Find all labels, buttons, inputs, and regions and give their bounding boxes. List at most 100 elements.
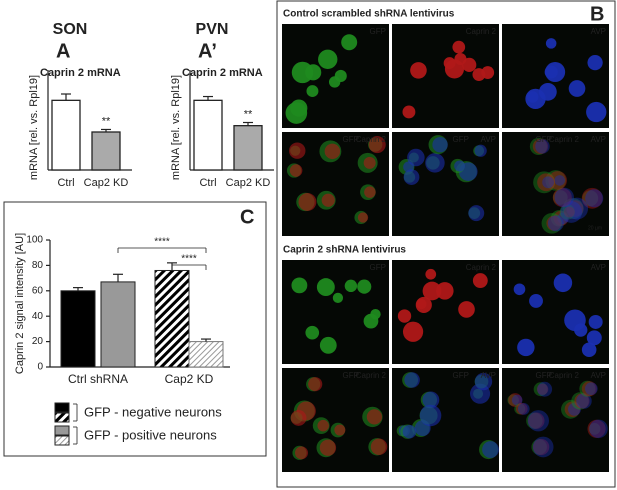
channel-label: AVP xyxy=(591,135,606,144)
cell xyxy=(581,187,603,209)
cell xyxy=(511,394,523,406)
x-tick-label: Ctrl shRNA xyxy=(68,372,128,386)
cell xyxy=(317,419,329,432)
cell xyxy=(541,212,563,234)
bar xyxy=(100,281,136,368)
cell xyxy=(419,404,442,427)
cell xyxy=(363,156,376,169)
cell xyxy=(305,325,320,340)
x-tick-label: Ctrl xyxy=(57,177,74,189)
cell xyxy=(357,212,369,223)
cell xyxy=(513,283,526,296)
cell xyxy=(585,189,604,208)
cell xyxy=(318,49,338,70)
cell xyxy=(402,105,416,119)
cell xyxy=(526,412,543,429)
cell xyxy=(589,419,608,439)
y-tick-label: 100 xyxy=(26,235,43,246)
chart-title: PVN xyxy=(196,21,229,38)
cell xyxy=(532,138,549,155)
bar xyxy=(188,341,224,368)
cell xyxy=(436,282,454,300)
cell xyxy=(425,268,437,280)
x-tick-label: Ctrl xyxy=(199,177,216,189)
channel-label: GFP xyxy=(536,135,552,144)
panel-b-frame xyxy=(276,0,616,488)
y-axis-label: Caprin 2 signal intensity [AU] xyxy=(14,233,26,374)
cell xyxy=(586,330,602,346)
cell xyxy=(546,215,562,231)
panel-c-frame xyxy=(3,201,267,457)
cell xyxy=(366,409,383,425)
chart-title: SON xyxy=(53,21,88,38)
cell xyxy=(532,436,554,458)
cell xyxy=(553,273,573,293)
cell xyxy=(574,393,590,409)
significance: **** xyxy=(154,237,170,248)
cell xyxy=(553,210,569,226)
cell xyxy=(582,190,599,207)
x-tick-label: Cap2 KD xyxy=(165,372,214,386)
cell xyxy=(563,206,575,218)
chart-subtitle: Caprin 2 mRNA xyxy=(40,67,121,79)
cell xyxy=(547,215,564,232)
section-title: Control scrambled shRNA lentivirus xyxy=(283,9,455,20)
cell xyxy=(404,372,420,388)
cell xyxy=(562,198,584,220)
cell xyxy=(289,142,306,159)
channel-label: GFP xyxy=(370,263,386,272)
channel-label: Caprin 2 xyxy=(466,27,497,36)
cell xyxy=(368,136,386,154)
cell xyxy=(545,170,566,191)
channel-label: AVP xyxy=(591,27,606,36)
y-axis-label: mRNA [rel. vs. Rpl19] xyxy=(28,75,40,180)
channel-label: AVP xyxy=(591,263,606,272)
y-axis-label: mRNA [rel. vs. Rpl19] xyxy=(170,75,182,180)
cell xyxy=(454,160,466,172)
cell xyxy=(533,382,548,397)
cell xyxy=(474,144,487,157)
cell xyxy=(416,298,427,310)
cell xyxy=(552,190,568,205)
scale-bar-label: 20 µm xyxy=(588,225,602,231)
panel-label: A xyxy=(56,40,70,62)
bar xyxy=(60,290,96,368)
cell xyxy=(581,342,597,358)
cell xyxy=(432,136,448,153)
cell xyxy=(528,412,545,429)
cell xyxy=(548,171,568,190)
cell xyxy=(462,57,477,72)
bar xyxy=(91,131,121,171)
cell xyxy=(295,446,308,460)
cell xyxy=(587,419,606,438)
cell xyxy=(550,210,568,227)
cell xyxy=(514,403,526,415)
cell xyxy=(537,173,556,192)
cell xyxy=(306,85,319,98)
x-tick-label: Cap2 KD xyxy=(226,177,271,189)
legend-swatch xyxy=(54,435,70,446)
cell xyxy=(289,164,303,177)
cell xyxy=(527,410,549,432)
cell xyxy=(364,186,376,198)
cell xyxy=(566,200,584,217)
legend-swatch xyxy=(54,425,70,436)
cell xyxy=(537,381,553,397)
bar xyxy=(154,269,190,368)
cell xyxy=(324,143,341,160)
cell xyxy=(576,393,592,409)
cell xyxy=(586,101,607,123)
cell xyxy=(344,279,358,293)
channel-label: Caprin 2 xyxy=(356,371,387,380)
cell xyxy=(422,391,440,409)
cell xyxy=(535,139,550,154)
significance: ** xyxy=(102,115,111,127)
channel-label: GFP xyxy=(370,27,386,36)
bar xyxy=(51,99,81,171)
bar xyxy=(233,125,263,171)
legend-label: GFP - negative neurons xyxy=(84,404,222,419)
cell xyxy=(544,65,558,79)
cell xyxy=(474,372,493,391)
cell xyxy=(566,197,589,220)
cell xyxy=(567,402,581,416)
